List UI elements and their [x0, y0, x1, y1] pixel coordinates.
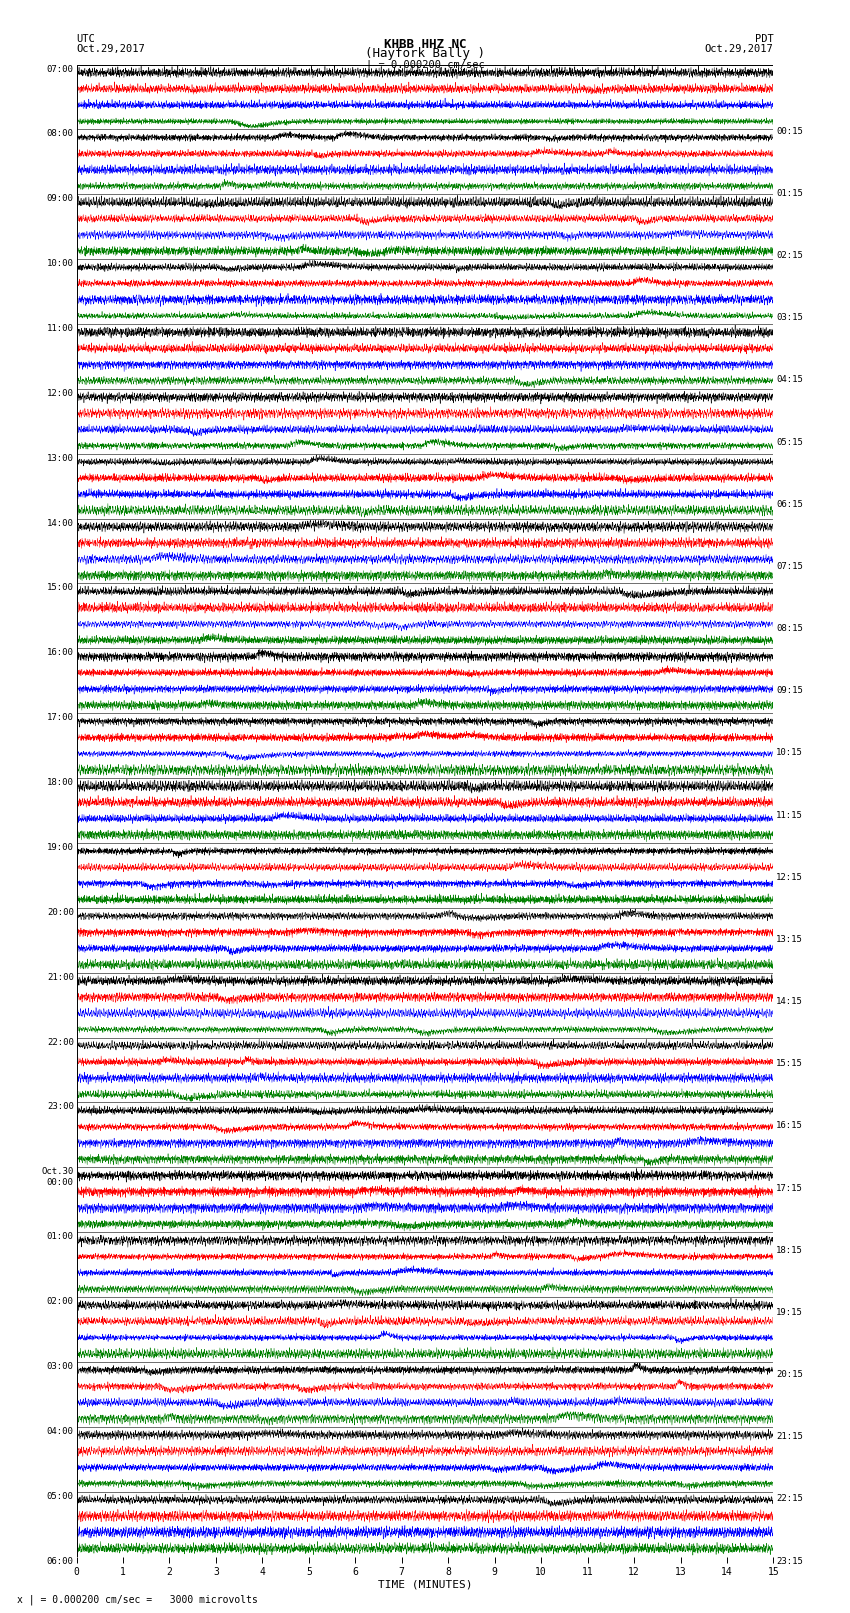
Text: (Hayfork Bally ): (Hayfork Bally )	[365, 47, 485, 60]
Text: x | = 0.000200 cm/sec =   3000 microvolts: x | = 0.000200 cm/sec = 3000 microvolts	[17, 1594, 258, 1605]
Text: PDT: PDT	[755, 34, 774, 44]
Text: UTC: UTC	[76, 34, 95, 44]
Text: Oct.29,2017: Oct.29,2017	[76, 44, 145, 53]
X-axis label: TIME (MINUTES): TIME (MINUTES)	[377, 1579, 473, 1590]
Text: KHBB HHZ NC: KHBB HHZ NC	[383, 37, 467, 50]
Text: | = 0.000200 cm/sec: | = 0.000200 cm/sec	[366, 60, 484, 71]
Text: Oct.29,2017: Oct.29,2017	[705, 44, 774, 53]
